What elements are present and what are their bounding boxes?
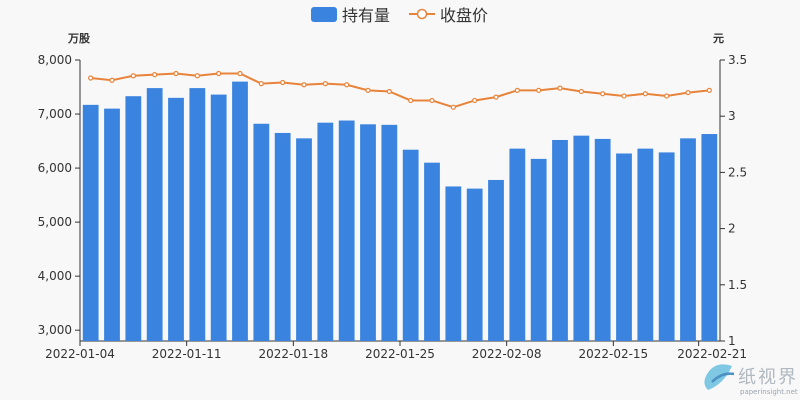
legend-holdings-label: 持有量: [342, 6, 390, 25]
line-point[interactable]: [685, 89, 691, 96]
bar[interactable]: [552, 139, 568, 341]
y-left-tick-label: 6,000: [38, 161, 72, 175]
y-left-tick-label: 7,000: [38, 107, 72, 121]
y-right-tick-label: 3.5: [728, 53, 747, 67]
line-point[interactable]: [557, 85, 563, 91]
y-right-tick-label: 3: [728, 109, 736, 123]
line-point[interactable]: [600, 91, 606, 97]
bar[interactable]: [317, 122, 334, 341]
axes: 3,000 4,000 5,000 6,000 7,000 8,000 1 1.5 2 2.5 3 3…: [38, 53, 747, 361]
line-point[interactable]: [408, 97, 414, 104]
bar[interactable]: [232, 81, 248, 341]
watermark-url: paperinsight.net: [740, 388, 798, 396]
line-series: [88, 70, 712, 110]
line-point[interactable]: [322, 81, 328, 87]
watermark-logo-icon: [704, 364, 735, 390]
bar[interactable]: [296, 138, 312, 341]
line-point[interactable]: [258, 81, 264, 87]
line-point[interactable]: [706, 87, 712, 93]
line-point[interactable]: [386, 88, 392, 95]
line-point[interactable]: [365, 87, 371, 93]
y-left-tick-label: 3,000: [38, 323, 72, 337]
y-right-unit: 元: [713, 32, 724, 45]
bar[interactable]: [701, 134, 718, 341]
line-path: [90, 72, 710, 109]
line-point[interactable]: [664, 93, 670, 99]
bar[interactable]: [573, 135, 590, 341]
line-point[interactable]: [109, 77, 115, 83]
y-left-tick-label: 8,000: [38, 53, 72, 67]
bar[interactable]: [424, 162, 440, 341]
line-point[interactable]: [152, 72, 158, 78]
line-point[interactable]: [514, 87, 520, 93]
bar-series: [82, 81, 718, 342]
line-point[interactable]: [280, 79, 286, 86]
line-point[interactable]: [194, 73, 200, 79]
legend-close-price-label: 收盘价: [440, 6, 488, 25]
legend-item-close-price[interactable]: 收盘价: [409, 6, 488, 25]
bar[interactable]: [146, 88, 163, 341]
x-tick-label: 2022-02-08: [472, 347, 542, 361]
y-right-tick-label: 1: [728, 334, 736, 348]
line-point[interactable]: [536, 87, 542, 93]
x-tick-label: 2022-01-18: [258, 347, 328, 361]
bar[interactable]: [274, 132, 291, 341]
legend-line-marker: [416, 8, 428, 20]
y-left-tick-label: 5,000: [38, 215, 72, 229]
bar[interactable]: [189, 88, 206, 341]
watermark: 纸视界 paperinsight.net: [704, 364, 798, 396]
y-right-tick-label: 1.5: [728, 278, 747, 292]
bar[interactable]: [338, 120, 355, 342]
bar[interactable]: [104, 108, 120, 341]
watermark-name: 纸视界: [738, 367, 798, 388]
line-point[interactable]: [621, 93, 627, 99]
line-point[interactable]: [301, 82, 307, 88]
bar[interactable]: [594, 138, 611, 341]
y-left-tick-label: 4,000: [38, 269, 72, 283]
x-tick-label: 2022-01-25: [365, 347, 435, 361]
bar[interactable]: [658, 152, 675, 341]
bar[interactable]: [637, 148, 654, 341]
line-point[interactable]: [450, 104, 456, 110]
line-point[interactable]: [429, 97, 435, 104]
bar[interactable]: [168, 97, 184, 341]
y-right-tick-label: 2.5: [728, 165, 747, 179]
bar[interactable]: [82, 104, 99, 341]
x-tick-label: 2022-01-11: [152, 347, 222, 361]
line-point[interactable]: [88, 75, 94, 81]
y-right-tick-label: 2: [728, 222, 736, 236]
bar[interactable]: [445, 186, 462, 341]
line-point[interactable]: [493, 94, 499, 100]
bar[interactable]: [253, 123, 270, 341]
bar[interactable]: [125, 96, 142, 341]
y-left-unit: 万股: [67, 32, 91, 45]
x-tick-label: 2022-01-04: [45, 347, 115, 361]
bar[interactable]: [402, 149, 419, 341]
bar[interactable]: [488, 179, 504, 341]
bar[interactable]: [509, 148, 526, 341]
bar[interactable]: [466, 188, 483, 341]
bar[interactable]: [360, 124, 376, 341]
line-point[interactable]: [472, 97, 478, 104]
bar[interactable]: [616, 153, 632, 341]
bar[interactable]: [680, 138, 696, 341]
line-point[interactable]: [237, 70, 243, 77]
legend-item-holdings[interactable]: 持有量: [311, 6, 390, 25]
line-point[interactable]: [216, 70, 222, 77]
line-point[interactable]: [344, 82, 350, 88]
bar[interactable]: [210, 94, 227, 341]
bar[interactable]: [530, 158, 547, 341]
line-point[interactable]: [642, 91, 648, 97]
line-point[interactable]: [173, 70, 179, 77]
x-tick-label: 2022-02-15: [578, 347, 648, 361]
legend-bar-swatch: [311, 7, 337, 22]
bar[interactable]: [381, 124, 398, 341]
line-point[interactable]: [130, 73, 136, 79]
x-tick-label: 2022-02-21: [677, 347, 747, 361]
line-point[interactable]: [578, 88, 584, 95]
legend[interactable]: 持有量 收盘价: [311, 6, 488, 25]
